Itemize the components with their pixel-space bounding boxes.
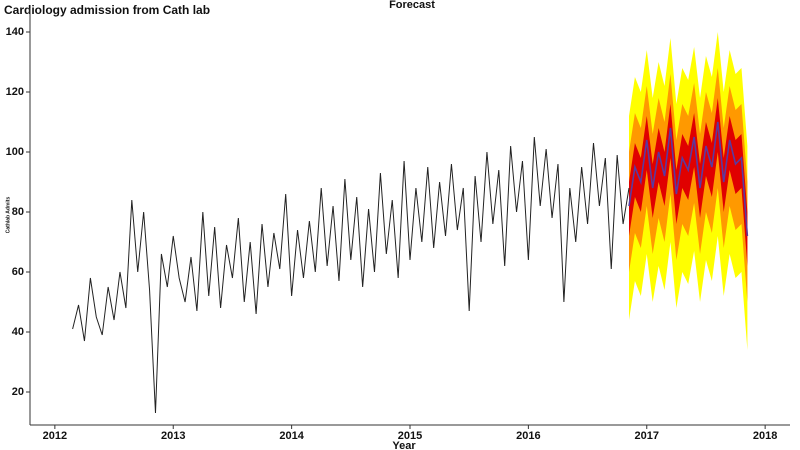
y-tick-label: 100 — [6, 146, 24, 158]
x-axis-label: Year — [392, 440, 416, 450]
history-line — [72, 136, 630, 414]
y-tick-label: 60 — [12, 266, 24, 278]
chart-title: Forecast — [389, 0, 435, 11]
x-tick-label: 2018 — [753, 430, 777, 442]
y-tick-label: 80 — [12, 206, 24, 218]
y-tick-label: 40 — [12, 326, 24, 338]
forecast-mean — [628, 121, 749, 237]
x-tick-label: 2013 — [161, 430, 185, 442]
y-tick-label: 140 — [6, 26, 24, 38]
x-tick-label: 2017 — [635, 430, 659, 442]
y-tick-label: 20 — [12, 386, 24, 398]
x-tick-label: 2014 — [279, 430, 304, 442]
x-tick-label: 2012 — [43, 430, 67, 442]
chart-subtitle: Cardiology admission from Cath lab — [4, 3, 210, 17]
x-tick-label: 2016 — [516, 430, 540, 442]
y-axis-label: Cathlab Admits — [5, 197, 11, 234]
y-tick-label: 120 — [6, 86, 24, 98]
forecast-band — [629, 98, 748, 266]
x-tick-label: 2015 — [398, 430, 422, 442]
